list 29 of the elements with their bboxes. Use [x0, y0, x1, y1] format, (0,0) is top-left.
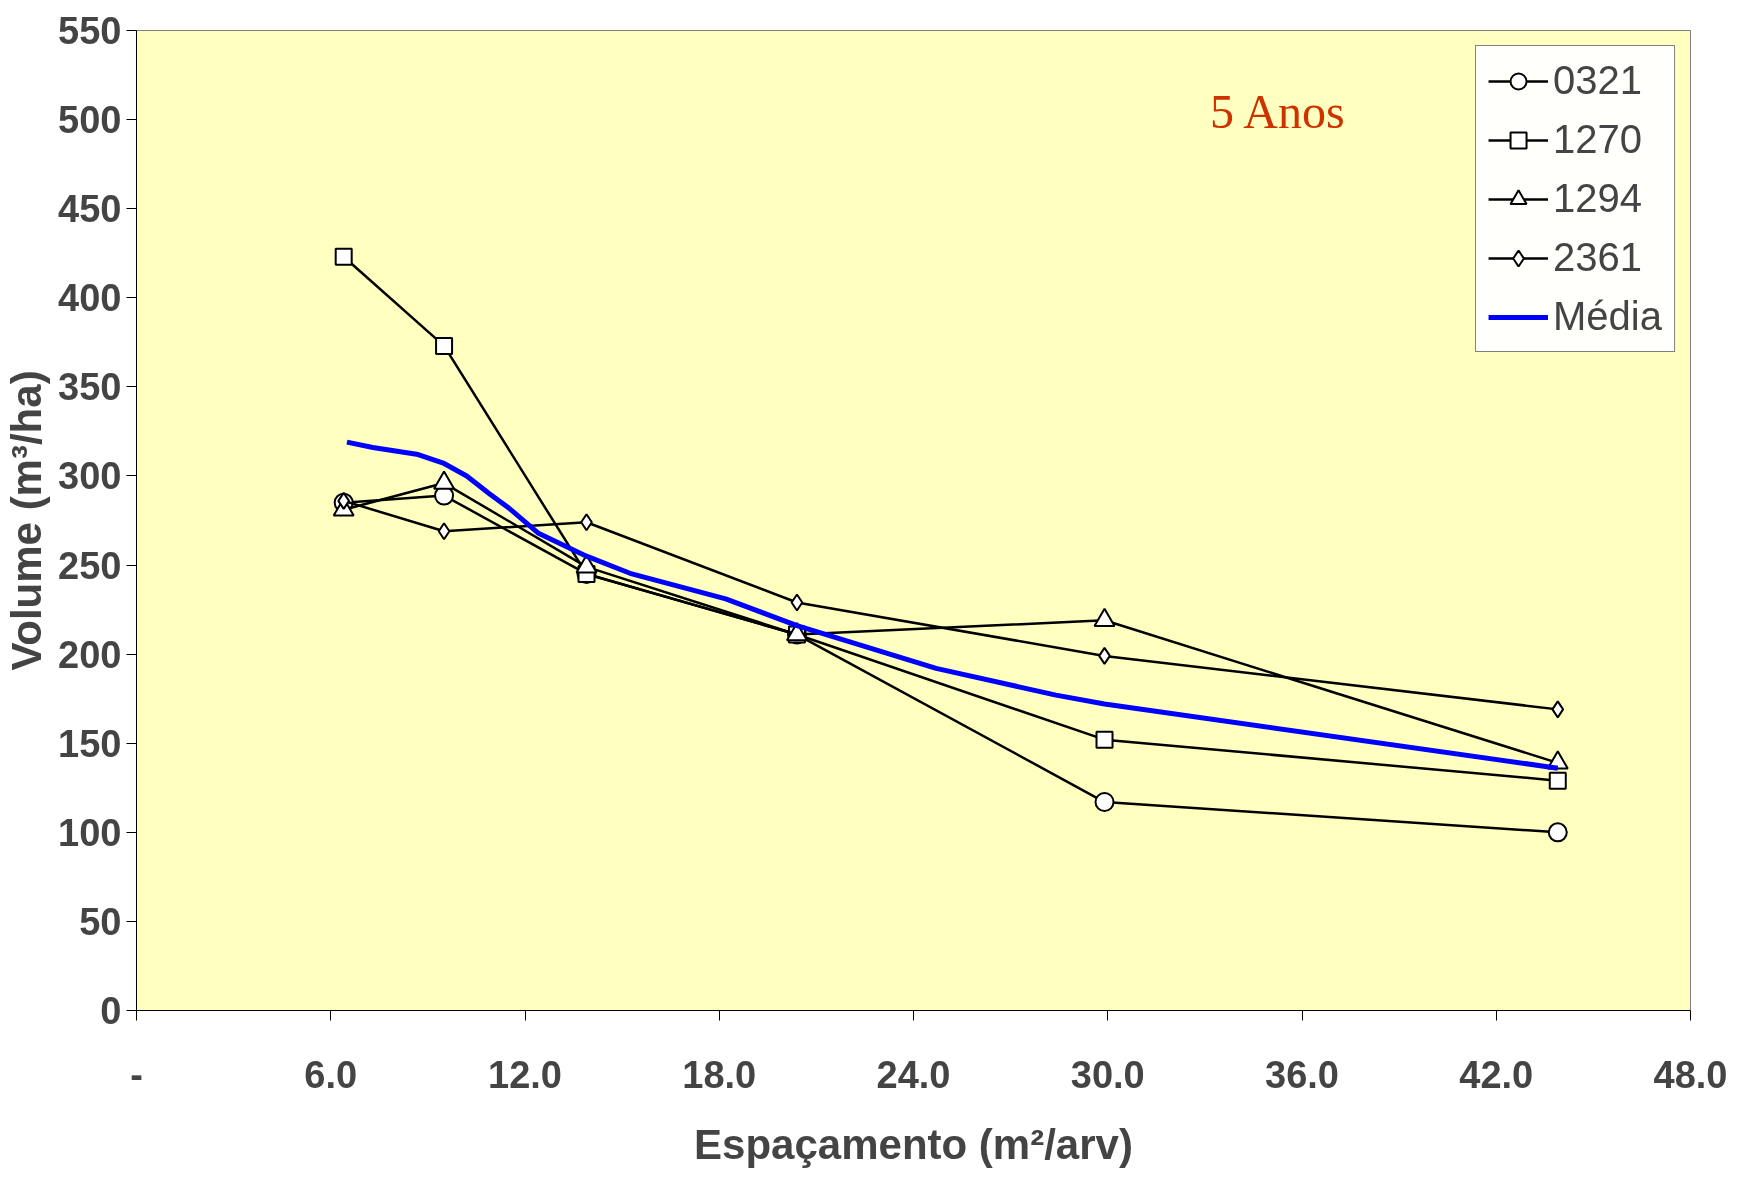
y-tick-label: 450: [58, 188, 122, 231]
x-axis-title: Espaçamento (m²/arv): [694, 1120, 1133, 1168]
legend-label: 1270: [1553, 117, 1643, 162]
x-tick-label: 36.0: [1265, 1053, 1339, 1096]
y-tick-label: 0: [100, 990, 122, 1032]
y-tick-label: 300: [58, 455, 122, 498]
y-tick-label: 200: [58, 633, 122, 676]
y-tick-label: 250: [58, 544, 122, 587]
x-tick-label: 6.0: [304, 1053, 358, 1096]
y-tick-label: 350: [58, 366, 122, 409]
y-axis-title: Volume (m³/ha): [3, 370, 51, 671]
y-tick-label: 400: [58, 277, 122, 320]
x-tick-label: 12.0: [488, 1053, 562, 1096]
x-tick-label: 18.0: [682, 1053, 757, 1096]
x-tick-label: 30.0: [1070, 1053, 1145, 1096]
y-tick-label: 50: [79, 900, 122, 943]
x-tick-label: -: [130, 1053, 143, 1096]
y-tick-label: 150: [58, 722, 122, 765]
legend-label: 1294: [1553, 176, 1643, 221]
x-tick-label: 24.0: [876, 1053, 951, 1096]
y-tick-label: 100: [58, 811, 122, 854]
legend-label: Média: [1553, 294, 1662, 339]
x-tick-label: 42.0: [1459, 1053, 1534, 1096]
x-tick-label: 48.0: [1653, 1053, 1728, 1096]
y-tick-label: 550: [58, 10, 122, 52]
legend-label: 0321: [1553, 58, 1643, 103]
legend-label: 2361: [1553, 235, 1643, 280]
y-tick-label: 500: [58, 99, 122, 142]
annotation: 5 Anos: [1210, 85, 1345, 139]
